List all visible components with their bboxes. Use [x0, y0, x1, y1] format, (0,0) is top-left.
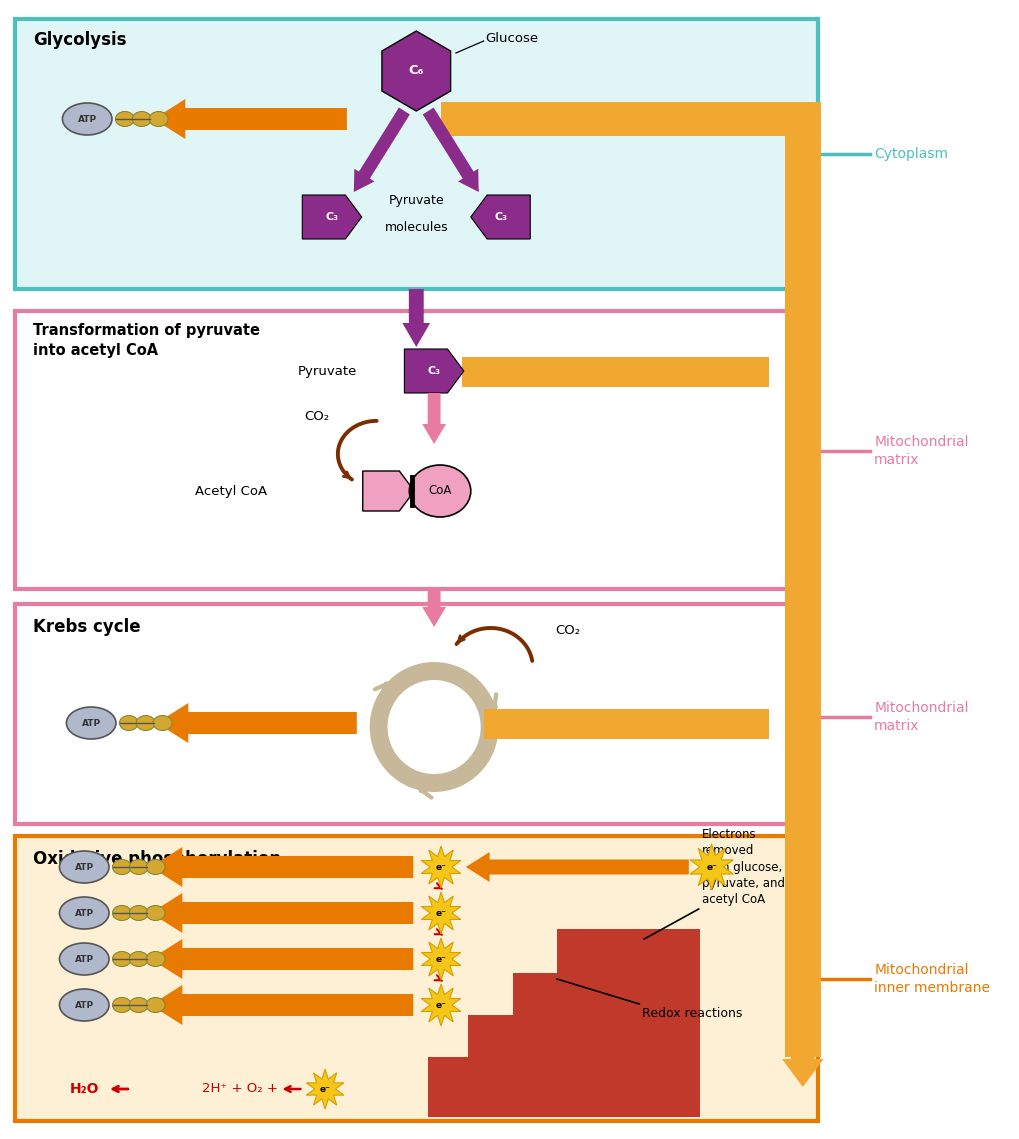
- Polygon shape: [403, 289, 430, 347]
- Text: e⁻: e⁻: [435, 909, 446, 918]
- Ellipse shape: [59, 989, 109, 1021]
- Text: ATP: ATP: [82, 719, 101, 728]
- Text: Mitochondrial
matrix: Mitochondrial matrix: [873, 435, 968, 467]
- Ellipse shape: [129, 906, 148, 920]
- Text: C₃: C₃: [493, 212, 506, 222]
- Ellipse shape: [129, 951, 148, 967]
- Ellipse shape: [119, 715, 139, 730]
- Text: ATP: ATP: [74, 954, 94, 964]
- Bar: [428, 1057, 499, 1117]
- Polygon shape: [306, 1070, 343, 1109]
- Polygon shape: [421, 846, 461, 888]
- Ellipse shape: [62, 103, 112, 136]
- Ellipse shape: [112, 860, 131, 875]
- Polygon shape: [151, 893, 413, 933]
- Text: Pyruvate: Pyruvate: [388, 194, 443, 207]
- Polygon shape: [157, 703, 357, 743]
- Ellipse shape: [129, 860, 148, 875]
- Ellipse shape: [112, 951, 131, 967]
- Ellipse shape: [112, 906, 131, 920]
- Text: e⁻: e⁻: [705, 862, 716, 871]
- Text: ATP: ATP: [74, 909, 94, 918]
- Ellipse shape: [132, 112, 151, 126]
- Text: Pyruvate: Pyruvate: [298, 364, 357, 377]
- Text: e⁻: e⁻: [435, 1000, 446, 1009]
- Text: ATP: ATP: [74, 862, 94, 871]
- Polygon shape: [689, 844, 733, 890]
- Text: Cytoplasm: Cytoplasm: [873, 147, 948, 161]
- Polygon shape: [151, 985, 413, 1025]
- Text: 2H⁺ + O₂ +: 2H⁺ + O₂ +: [202, 1082, 277, 1096]
- Text: Mitochondrial
matrix: Mitochondrial matrix: [873, 702, 968, 732]
- Polygon shape: [354, 107, 410, 192]
- Polygon shape: [422, 589, 445, 626]
- Ellipse shape: [153, 715, 172, 730]
- Text: Acetyl CoA: Acetyl CoA: [196, 484, 267, 498]
- Text: e⁻: e⁻: [435, 954, 446, 964]
- Ellipse shape: [146, 860, 165, 875]
- Ellipse shape: [146, 998, 165, 1013]
- Text: Transformation of pyruvate
into acetyl CoA: Transformation of pyruvate into acetyl C…: [33, 323, 260, 358]
- FancyBboxPatch shape: [15, 604, 817, 823]
- Text: Glucose: Glucose: [485, 33, 538, 46]
- Text: e⁻: e⁻: [435, 862, 446, 871]
- Polygon shape: [422, 393, 445, 444]
- Polygon shape: [363, 472, 414, 511]
- Text: Oxidative phosphorylation: Oxidative phosphorylation: [33, 850, 280, 868]
- Text: Krebs cycle: Krebs cycle: [33, 618, 141, 636]
- FancyBboxPatch shape: [15, 19, 817, 289]
- Text: ATP: ATP: [74, 1000, 94, 1009]
- Polygon shape: [421, 892, 461, 934]
- Polygon shape: [302, 195, 362, 239]
- Polygon shape: [421, 939, 461, 980]
- Ellipse shape: [129, 998, 148, 1013]
- Polygon shape: [422, 107, 478, 192]
- Bar: [440, 103, 797, 136]
- Text: ATP: ATP: [77, 115, 97, 123]
- FancyBboxPatch shape: [15, 836, 817, 1121]
- Text: CO₂: CO₂: [305, 410, 329, 424]
- Ellipse shape: [409, 465, 471, 517]
- Polygon shape: [154, 99, 346, 139]
- Text: e⁻: e⁻: [319, 1084, 330, 1093]
- Ellipse shape: [66, 707, 116, 739]
- Ellipse shape: [112, 998, 131, 1013]
- Ellipse shape: [59, 943, 109, 975]
- Ellipse shape: [146, 951, 165, 967]
- Text: C₃: C₃: [427, 366, 440, 376]
- Bar: [556, 929, 699, 1117]
- Text: C₆: C₆: [409, 65, 424, 77]
- Text: Glycolysis: Glycolysis: [33, 31, 126, 49]
- Polygon shape: [151, 939, 413, 980]
- Bar: [785, 103, 820, 1057]
- Text: CoA: CoA: [428, 484, 451, 498]
- Text: Electrons
removed
from glucose,
pyruvate, and
acetyl CoA: Electrons removed from glucose, pyruvate…: [701, 828, 784, 906]
- Ellipse shape: [59, 851, 109, 883]
- Bar: [468, 1015, 556, 1117]
- Text: CO₂: CO₂: [554, 624, 580, 638]
- Ellipse shape: [149, 112, 168, 126]
- Text: Redox reactions: Redox reactions: [642, 1007, 742, 1021]
- Ellipse shape: [146, 906, 165, 920]
- Bar: [483, 708, 768, 739]
- Polygon shape: [151, 847, 413, 887]
- Ellipse shape: [115, 112, 135, 126]
- Bar: [462, 357, 768, 387]
- Polygon shape: [404, 349, 464, 393]
- Polygon shape: [381, 31, 450, 110]
- Text: Mitochondrial
inner membrane: Mitochondrial inner membrane: [873, 964, 989, 994]
- Text: C₃: C₃: [325, 212, 338, 222]
- FancyBboxPatch shape: [15, 311, 817, 589]
- Ellipse shape: [137, 715, 155, 730]
- Text: molecules: molecules: [384, 221, 447, 233]
- Ellipse shape: [59, 898, 109, 929]
- Polygon shape: [466, 852, 688, 882]
- Bar: [513, 973, 600, 1117]
- Polygon shape: [421, 984, 461, 1026]
- Polygon shape: [782, 1055, 822, 1087]
- Polygon shape: [471, 195, 530, 239]
- Text: H₂O: H₂O: [69, 1082, 99, 1096]
